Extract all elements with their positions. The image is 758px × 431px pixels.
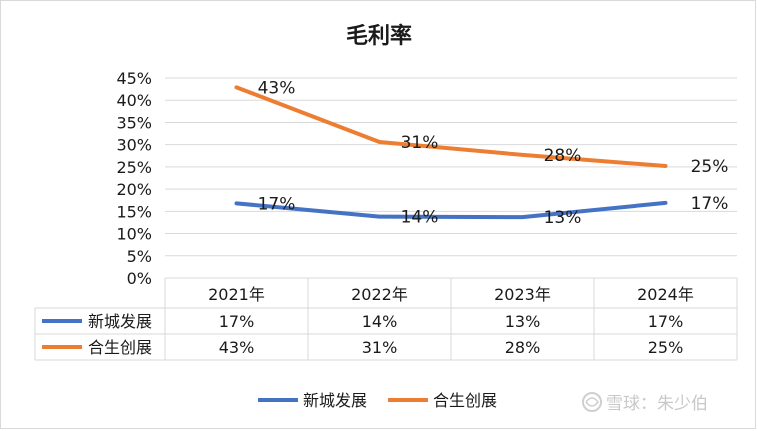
y-tick-label: 10% — [116, 225, 152, 244]
watermark-text: 雪球：朱少伯 — [606, 394, 708, 414]
y-tick-label: 35% — [116, 113, 152, 132]
data-label: 17% — [258, 194, 296, 214]
watermark: 雪球：朱少伯 — [582, 392, 708, 414]
data-label: 43% — [258, 78, 296, 98]
y-tick-label: 15% — [116, 202, 152, 221]
y-tick-label: 45% — [116, 69, 152, 88]
legend-label: 合生创展 — [433, 391, 497, 410]
x-tick-label: 2023年 — [494, 285, 551, 304]
y-tick-label: 5% — [127, 247, 152, 266]
snowball-logo-icon — [582, 392, 602, 412]
table-cell: 25% — [648, 338, 684, 357]
table-cell: 13% — [505, 312, 541, 331]
x-tick-label: 2024年 — [637, 285, 694, 304]
series-line — [234, 85, 668, 168]
table-cell: 17% — [219, 312, 255, 331]
table-cell: 31% — [362, 338, 398, 357]
table-series-name: 新城发展 — [88, 312, 152, 331]
data-label: 25% — [691, 157, 729, 177]
series-line — [234, 200, 668, 220]
data-label: 13% — [544, 208, 582, 228]
y-tick-label: 20% — [116, 180, 152, 199]
data-label: 14% — [401, 208, 439, 228]
table-series-name: 合生创展 — [88, 338, 152, 357]
y-tick-label: 25% — [116, 158, 152, 177]
legend-label: 新城发展 — [303, 391, 367, 410]
table-cell: 17% — [648, 312, 684, 331]
snowball-logo-mark — [585, 397, 599, 407]
data-label: 31% — [401, 133, 439, 153]
x-tick-label: 2022年 — [351, 285, 408, 304]
y-tick-label: 40% — [116, 91, 152, 110]
x-tick-label: 2021年 — [208, 285, 265, 304]
y-tick-label: 0% — [127, 269, 152, 288]
table-cell: 28% — [505, 338, 541, 357]
data-label: 28% — [544, 146, 582, 166]
table-cell: 14% — [362, 312, 398, 331]
data-label: 17% — [691, 194, 729, 214]
table-cell: 43% — [219, 338, 255, 357]
chart-title: 毛利率 — [346, 23, 412, 49]
y-tick-label: 30% — [116, 136, 152, 155]
